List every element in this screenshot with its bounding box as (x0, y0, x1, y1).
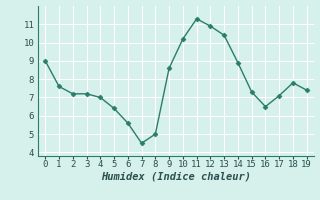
X-axis label: Humidex (Indice chaleur): Humidex (Indice chaleur) (101, 172, 251, 182)
